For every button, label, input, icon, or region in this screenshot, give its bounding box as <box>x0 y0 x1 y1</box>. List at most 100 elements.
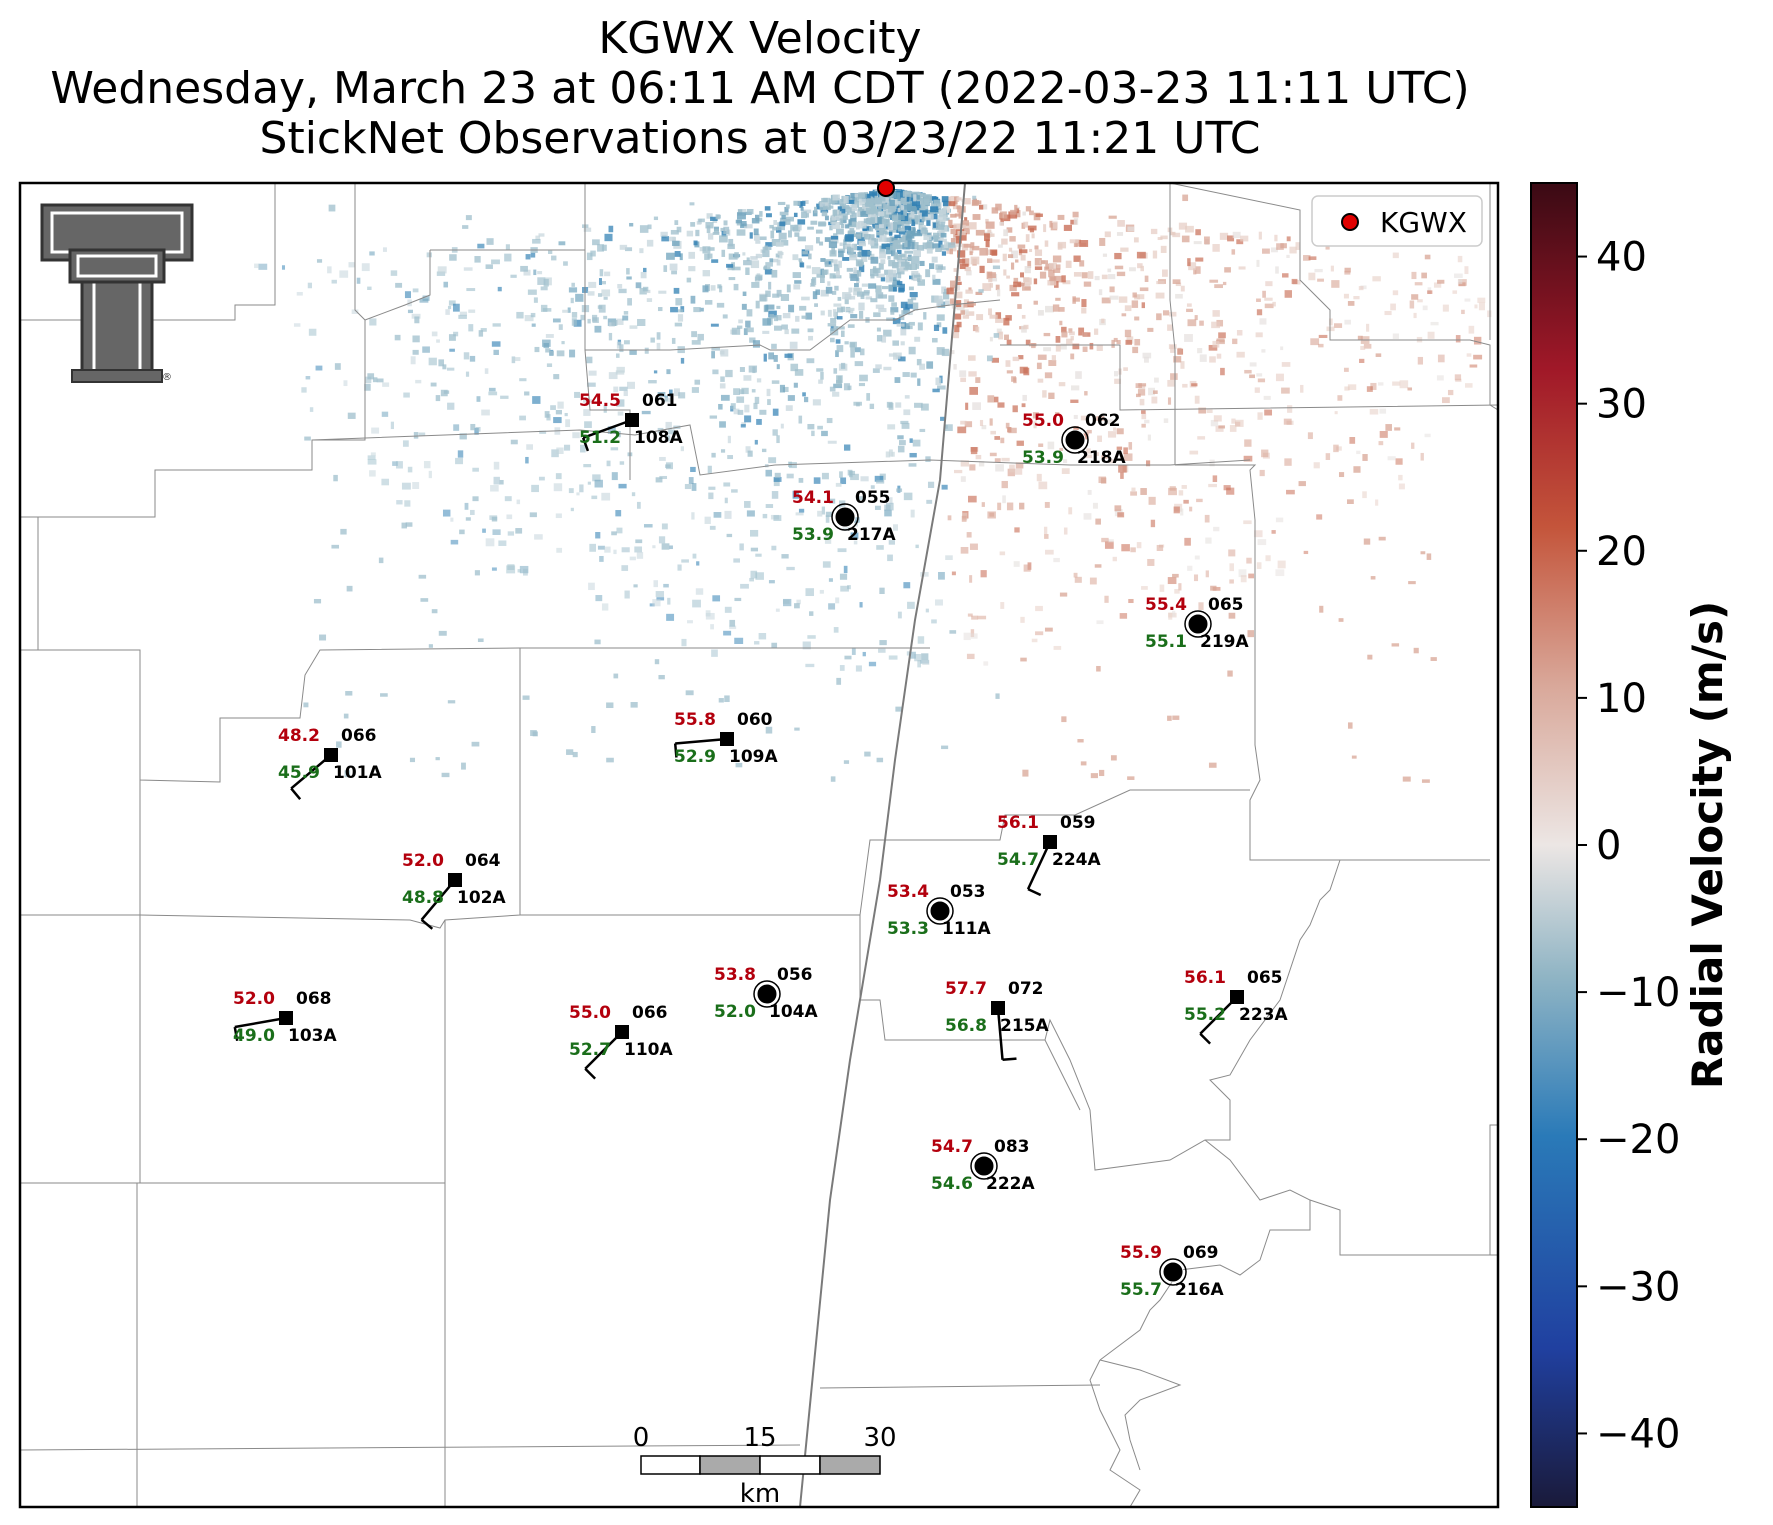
station-wind-direction: 059 <box>1060 813 1096 833</box>
station-109A[interactable]: 55.8 060 52.9 109A <box>673 710 778 767</box>
title-line-1: KGWX Velocity <box>598 13 921 64</box>
station-calm-circle <box>1162 1261 1184 1283</box>
station-102A[interactable]: 52.0 064 48.8 102A <box>402 851 506 930</box>
wind-barb-flag <box>1027 887 1042 897</box>
colorbar-tick-label: −10 <box>1596 970 1680 1016</box>
county-boundaries <box>20 183 1498 1507</box>
station-temperature: 53.8 <box>714 965 756 985</box>
station-square-marker <box>279 1011 293 1025</box>
station-calm-circle <box>973 1155 995 1177</box>
colorbar-tick-label: 30 <box>1596 382 1647 428</box>
wind-barb-flag <box>1199 1032 1212 1045</box>
station-215A[interactable]: 57.7 072 56.8 215A <box>945 979 1049 1062</box>
station-temperature: 55.4 <box>1145 595 1187 615</box>
station-dewpoint: 54.6 <box>931 1174 973 1194</box>
station-wind-direction: 053 <box>950 882 986 902</box>
station-calm-ring <box>1061 426 1089 454</box>
station-216A[interactable]: 55.9 069 55.7 216A <box>1120 1243 1224 1300</box>
station-111A[interactable]: 53.4 053 53.3 111A <box>887 882 991 939</box>
colorbar-tick-label: 40 <box>1596 235 1647 281</box>
station-id: 109A <box>729 747 778 767</box>
station-103A[interactable]: 52.0 068 49.0 103A <box>233 989 337 1046</box>
station-id: 104A <box>769 1002 818 1022</box>
station-calm-ring <box>970 1152 998 1180</box>
station-square-marker <box>720 732 734 746</box>
station-dewpoint: 49.0 <box>233 1026 275 1046</box>
scale-label-15: 15 <box>743 1423 776 1453</box>
station-dewpoint: 56.8 <box>945 1016 987 1036</box>
station-temperature: 56.1 <box>1184 968 1226 988</box>
station-wind-direction: 064 <box>465 851 501 871</box>
wind-barb-shaft <box>675 737 728 745</box>
station-calm-circle <box>929 900 951 922</box>
station-calm-ring <box>926 897 954 925</box>
title-line-3: StickNet Observations at 03/23/22 11:21 … <box>260 113 1261 164</box>
station-wind-direction: 083 <box>994 1137 1030 1157</box>
station-wind-direction: 068 <box>296 989 332 1009</box>
station-temperature: 56.1 <box>997 813 1039 833</box>
station-id: 224A <box>1052 850 1101 870</box>
station-id: 216A <box>1175 1280 1224 1300</box>
station-dewpoint: 55.2 <box>1184 1005 1226 1025</box>
station-dewpoint: 45.9 <box>278 763 320 783</box>
station-temperature: 54.7 <box>931 1137 973 1157</box>
colorbar-tick-label: 20 <box>1596 529 1647 575</box>
station-217A[interactable]: 54.1 055 53.9 217A <box>792 488 896 545</box>
station-square-marker <box>1043 835 1057 849</box>
station-dewpoint: 55.1 <box>1145 632 1187 652</box>
station-temperature: 54.1 <box>792 488 834 508</box>
svg-text:®: ® <box>162 372 172 383</box>
station-square-marker <box>991 1001 1005 1015</box>
station-id: 223A <box>1239 1005 1288 1025</box>
station-calm-ring <box>1159 1258 1187 1286</box>
wind-barb-flag <box>420 918 434 930</box>
station-calm-ring <box>1184 610 1212 638</box>
station-dewpoint: 52.9 <box>674 747 716 767</box>
station-222A[interactable]: 54.7 083 54.6 222A <box>931 1137 1035 1194</box>
station-square-marker <box>625 413 639 427</box>
station-dewpoint: 53.9 <box>1022 448 1064 468</box>
station-temperature: 57.7 <box>945 979 987 999</box>
station-110A[interactable]: 55.0 066 52.7 110A <box>569 1003 673 1080</box>
wind-barb-flag <box>290 787 302 800</box>
station-wind-direction: 066 <box>632 1003 668 1023</box>
station-id: 102A <box>457 888 506 908</box>
station-108A[interactable]: 54.5 061 51.2 108A <box>579 391 683 452</box>
station-temperature: 54.5 <box>579 391 621 411</box>
title-line-2: Wednesday, March 23 at 06:11 AM CDT (202… <box>50 63 1469 114</box>
station-104A[interactable]: 53.8 056 52.0 104A <box>714 965 818 1022</box>
station-wind-direction: 056 <box>777 965 813 985</box>
colorbar: 40 30 20 10 0 −10 −20 −30 −40 Radial Velocity (m… <box>1530 182 1732 1508</box>
station-square-marker <box>448 873 462 887</box>
state-boundary-line <box>799 183 966 1507</box>
station-temperature: 55.0 <box>569 1003 611 1023</box>
station-101A[interactable]: 48.2 066 45.9 101A <box>278 726 382 800</box>
station-calm-ring <box>753 980 781 1008</box>
station-dewpoint: 54.7 <box>997 850 1039 870</box>
station-calm-ring <box>831 503 859 531</box>
station-219A[interactable]: 55.4 065 55.1 219A <box>1145 595 1249 652</box>
wind-barb-shaft <box>234 1016 287 1029</box>
station-id: 219A <box>1200 632 1249 652</box>
station-dewpoint: 52.0 <box>714 1002 756 1022</box>
station-218A[interactable]: 55.0 062 53.9 218A <box>1022 411 1126 468</box>
station-calm-circle <box>1064 429 1086 451</box>
station-dewpoint: 55.7 <box>1120 1280 1162 1300</box>
station-temperature: 53.4 <box>887 882 929 902</box>
texas-tech-double-t-logo: ® <box>40 203 194 383</box>
station-dewpoint: 53.3 <box>887 919 929 939</box>
station-wind-direction: 065 <box>1208 595 1244 615</box>
colorbar-tick-label: −40 <box>1596 1411 1680 1457</box>
station-wind-direction: 065 <box>1247 968 1283 988</box>
colorbar-tick-label: −30 <box>1596 1264 1680 1310</box>
station-id: 218A <box>1077 448 1126 468</box>
station-temperature: 52.0 <box>402 851 444 871</box>
station-223A[interactable]: 56.1 065 55.2 223A <box>1184 968 1288 1045</box>
map-frame <box>18 181 1500 1509</box>
colorbar-tick-label: −20 <box>1596 1117 1680 1163</box>
station-wind-direction: 069 <box>1183 1243 1219 1263</box>
map-panel <box>20 183 1498 1507</box>
station-224A[interactable]: 56.1 059 54.7 224A <box>997 813 1101 897</box>
wind-barb-shaft <box>996 1007 1004 1060</box>
